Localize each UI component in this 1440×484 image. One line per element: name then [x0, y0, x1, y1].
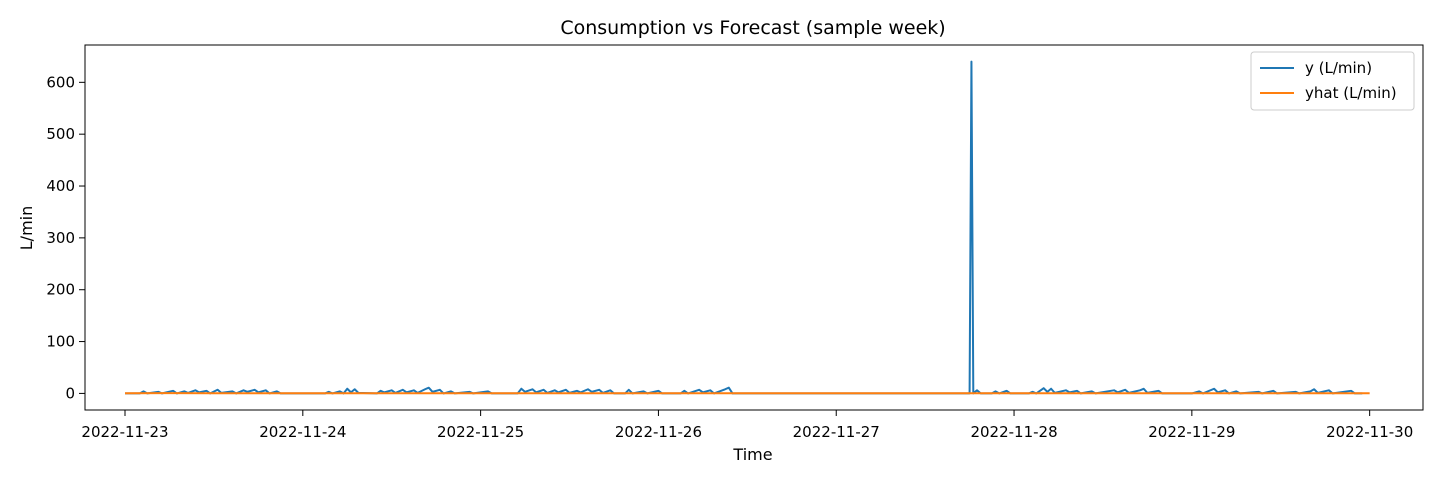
chart-title: Consumption vs Forecast (sample week) — [560, 17, 945, 39]
x-tick-label: 2022-11-24 — [259, 423, 346, 441]
y-tick-label: 0 — [65, 384, 75, 402]
x-tick-label: 2022-11-25 — [437, 423, 524, 441]
legend-label-yhat: yhat (L/min) — [1305, 84, 1397, 102]
y-tick-label: 300 — [46, 229, 75, 247]
y-tick-label: 500 — [46, 125, 75, 143]
x-tick-label: 2022-11-28 — [970, 423, 1057, 441]
y-tick-label: 200 — [46, 281, 75, 299]
y-axis-label: L/min — [17, 206, 36, 250]
legend: y (L/min) yhat (L/min) — [1251, 52, 1414, 110]
x-tick-label: 2022-11-29 — [1148, 423, 1235, 441]
y-tick-label: 600 — [46, 73, 75, 91]
x-tick-label: 2022-11-26 — [615, 423, 702, 441]
x-tick-label: 2022-11-27 — [793, 423, 880, 441]
legend-label-y: y (L/min) — [1305, 59, 1372, 77]
x-tick-label: 2022-11-30 — [1326, 423, 1413, 441]
x-tick-label: 2022-11-23 — [81, 423, 168, 441]
x-axis-label: Time — [732, 445, 772, 464]
y-tick-label: 400 — [46, 177, 75, 195]
y-tick-label: 100 — [46, 333, 75, 351]
